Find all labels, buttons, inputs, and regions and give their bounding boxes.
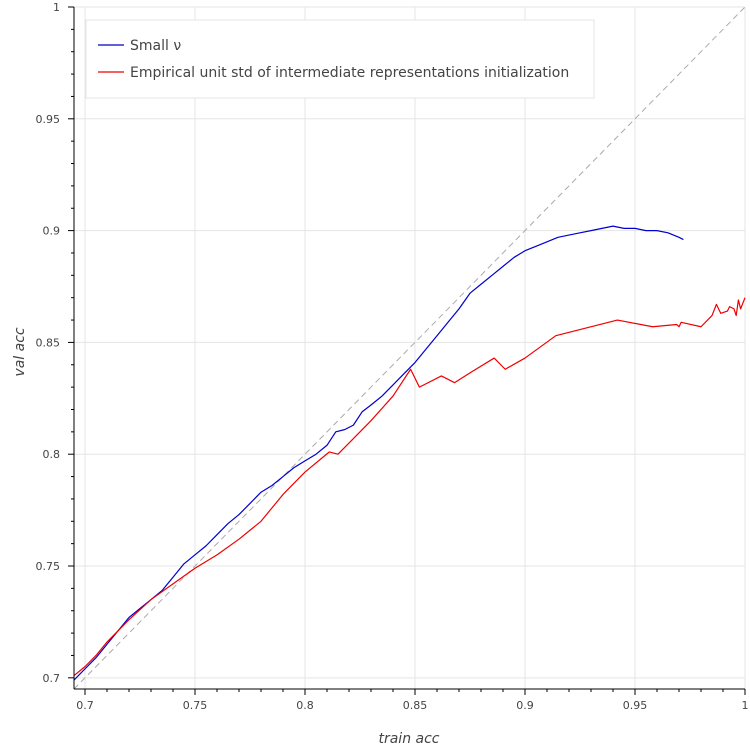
x-tick-label-5: 0.95 (623, 699, 648, 712)
y-tick-label-1: 0.75 (36, 560, 61, 573)
x-tick-label-6: 1 (742, 699, 749, 712)
x-tick-label-0: 0.7 (76, 699, 94, 712)
y-tick-label-5: 0.95 (36, 113, 61, 126)
y-tick-label-6: 1 (53, 1, 60, 14)
x-tick-label-1: 0.75 (183, 699, 208, 712)
y-tick-label-0: 0.7 (43, 672, 61, 685)
y-tick-label-2: 0.8 (43, 448, 61, 461)
y-tick-label-3: 0.85 (36, 336, 61, 349)
series-line-0 (73, 225, 684, 681)
legend-label-empirical-unit-std: Empirical unit std of intermediate repre… (130, 65, 569, 81)
y-tick-label-4: 0.9 (43, 225, 61, 238)
y-axis-title: val acc (12, 327, 28, 376)
legend: Small ν Empirical unit std of intermedia… (85, 19, 595, 99)
reference-diagonal-line (73, 6, 746, 690)
grid (74, 6, 746, 689)
x-axis-title: train acc (378, 731, 439, 747)
axes (68, 6, 746, 695)
x-tick-label-2: 0.8 (296, 699, 314, 712)
tick-labels: 0.7 0.75 0.8 0.85 0.9 0.95 1 0.7 0.75 0.8 0.85 0.9 0… (36, 1, 749, 712)
legend-box (85, 19, 595, 99)
x-tick-label-3: 0.85 (403, 699, 428, 712)
x-tick-label-4: 0.9 (516, 699, 534, 712)
series-layer (73, 225, 746, 681)
series-line-1 (73, 297, 746, 677)
legend-label-small-nu: Small ν (130, 38, 181, 54)
